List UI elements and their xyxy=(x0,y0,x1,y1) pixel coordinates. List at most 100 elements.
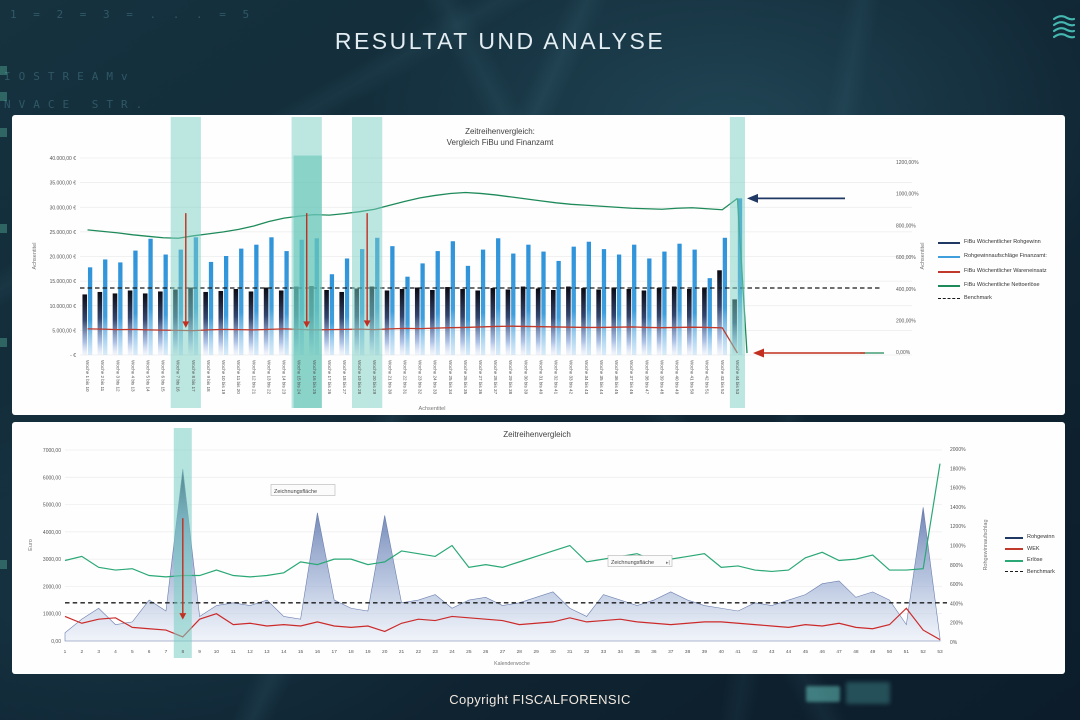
bars xyxy=(82,198,743,355)
arrow-down-head xyxy=(182,321,190,328)
x-category-label: Woche 22 bis 31 xyxy=(402,360,407,395)
x-week-label: 6 xyxy=(148,649,151,655)
x-week-label: 23 xyxy=(433,649,439,655)
x-week-label: 37 xyxy=(668,649,674,655)
x-week-label: 49 xyxy=(870,649,876,655)
tick-label: 1000,00 xyxy=(43,612,61,618)
legend-item: FiBu Wöchentliche Nettoerlöse xyxy=(938,282,1060,289)
x-week-label: 45 xyxy=(803,649,809,655)
tick-label: 35.000,00 € xyxy=(50,181,77,187)
x-category-label: Woche 7 bis 16 xyxy=(176,360,181,392)
background-glow-block xyxy=(846,682,890,704)
x-week-label: 35 xyxy=(634,649,640,655)
x-category-label: Woche 4 bis 13 xyxy=(130,360,135,392)
bar-finanzamt xyxy=(284,251,289,355)
x-week-label: 22 xyxy=(416,649,422,655)
area-rohgewinn xyxy=(64,469,941,642)
tick-label: 0,00 xyxy=(51,639,61,645)
legend-label: Rohgewinn xyxy=(1027,534,1055,540)
bar-finanzamt xyxy=(647,258,652,355)
x-week-label: 52 xyxy=(921,649,927,655)
annotations xyxy=(182,193,865,358)
x-week-label: 20 xyxy=(382,649,388,655)
tick-label: 1200,00% xyxy=(896,160,919,166)
bar-rohgewinn xyxy=(490,288,496,355)
x-category-label: Woche 26 bis 35 xyxy=(463,360,468,395)
x-category-label: Woche 25 bis 34 xyxy=(448,360,453,395)
bar-finanzamt xyxy=(148,238,153,355)
legend-swatch xyxy=(1005,559,1023,562)
x-week-label: 5 xyxy=(131,649,134,655)
arrow-left-head xyxy=(753,348,764,358)
tick-label: 0% xyxy=(950,640,958,646)
bar-finanzamt xyxy=(208,261,214,355)
bar-finanzamt xyxy=(133,250,138,355)
bar-finanzamt xyxy=(707,278,712,355)
x-week-label: 44 xyxy=(786,649,792,655)
bar-finanzamt xyxy=(541,251,546,355)
bar-finanzamt xyxy=(480,249,486,355)
bar-rohgewinn xyxy=(550,289,556,355)
x-category-label: Woche 27 bis 36 xyxy=(478,360,483,395)
bottom-chart-title: Zeitreihenvergleich xyxy=(503,430,571,439)
x-category-label: Woche 20 bis 29 xyxy=(372,360,377,395)
x-week-label: 43 xyxy=(769,649,775,655)
bar-finanzamt xyxy=(420,263,425,355)
tick-label: 200% xyxy=(950,621,963,627)
axis-labels: 7000,00 6000,00 5000,00 4000,00 3000,00 2000,… xyxy=(28,447,989,667)
bar-finanzamt xyxy=(390,246,395,355)
x-category-label: Woche 16 bis 25 xyxy=(312,360,317,395)
arrow-left-head xyxy=(747,193,758,203)
x-category-label: Woche 17 bis 26 xyxy=(327,360,332,395)
x-week-label: 48 xyxy=(853,649,859,655)
x-category-label: Woche 3 bis 12 xyxy=(115,360,120,392)
bar-rohgewinn xyxy=(656,288,662,355)
legend-swatch xyxy=(938,242,960,244)
top-chart-plot: 40.000,00 € 35.000,00 € 30.000,00 € 25.000,… xyxy=(32,117,926,412)
legend-label: FiBu Wöchentlicher Wareneinsatz xyxy=(964,268,1047,274)
x-week-label: 17 xyxy=(332,649,338,655)
tick-label: 1000,00% xyxy=(896,192,919,198)
left-axis-title: Achsentitel xyxy=(32,243,38,270)
x-week-label: 34 xyxy=(618,649,624,655)
background-code-text-1: 1 = 2 = 3 = . . . = 5 xyxy=(10,8,255,21)
bar-rohgewinn xyxy=(566,286,571,355)
legend-swatch xyxy=(938,284,960,287)
chart-panel-bottom: 7000,00 6000,00 5000,00 4000,00 3000,00 2000,… xyxy=(12,422,1065,674)
x-category-label: Woche 29 bis 38 xyxy=(508,360,513,395)
bar-finanzamt xyxy=(601,249,607,355)
x-week-label: 3 xyxy=(97,649,100,655)
x-category-label: Woche 18 bis 27 xyxy=(342,360,347,395)
x-category-label: Woche 1 bis 10 xyxy=(85,360,90,392)
bar-finanzamt xyxy=(118,262,123,355)
tick-label: 0,00% xyxy=(896,350,911,356)
bar-finanzamt xyxy=(254,244,259,355)
bar-rohgewinn xyxy=(399,289,405,355)
bar-finanzamt xyxy=(692,249,697,355)
left-axis-title: Euro xyxy=(28,539,34,551)
line-wek xyxy=(64,607,941,641)
x-week-label: 46 xyxy=(820,649,826,655)
x-week-label: 32 xyxy=(584,649,590,655)
x-category-label: Woche 21 bis 30 xyxy=(387,360,392,395)
x-axis-title: Kalenderwoche xyxy=(494,661,530,667)
tick-label: 5.000,00 € xyxy=(52,328,76,334)
x-week-label: 39 xyxy=(702,649,708,655)
bar-finanzamt xyxy=(163,254,168,355)
tick-label: 7000,00 xyxy=(43,448,61,454)
x-week-label: 38 xyxy=(685,649,691,655)
x-week-label: 1 xyxy=(64,649,67,655)
x-week-label: 29 xyxy=(533,649,539,655)
bar-finanzamt xyxy=(344,258,350,355)
tick-label: 1200% xyxy=(950,524,966,530)
x-category-label: Woche 6 bis 15 xyxy=(161,360,166,392)
x-category-label: Woche 5 bis 14 xyxy=(146,360,151,392)
x-category-label: Woche 40 bis 49 xyxy=(674,360,679,395)
x-category-label: Woche 39 bis 48 xyxy=(659,360,664,395)
x-week-label: 25 xyxy=(466,649,472,655)
bar-rohgewinn xyxy=(339,291,344,355)
arrow-down-head xyxy=(303,321,311,328)
x-week-label: 11 xyxy=(231,649,236,655)
tick-label: 10.000,00 € xyxy=(50,304,77,310)
arrow-down-head xyxy=(363,320,371,327)
